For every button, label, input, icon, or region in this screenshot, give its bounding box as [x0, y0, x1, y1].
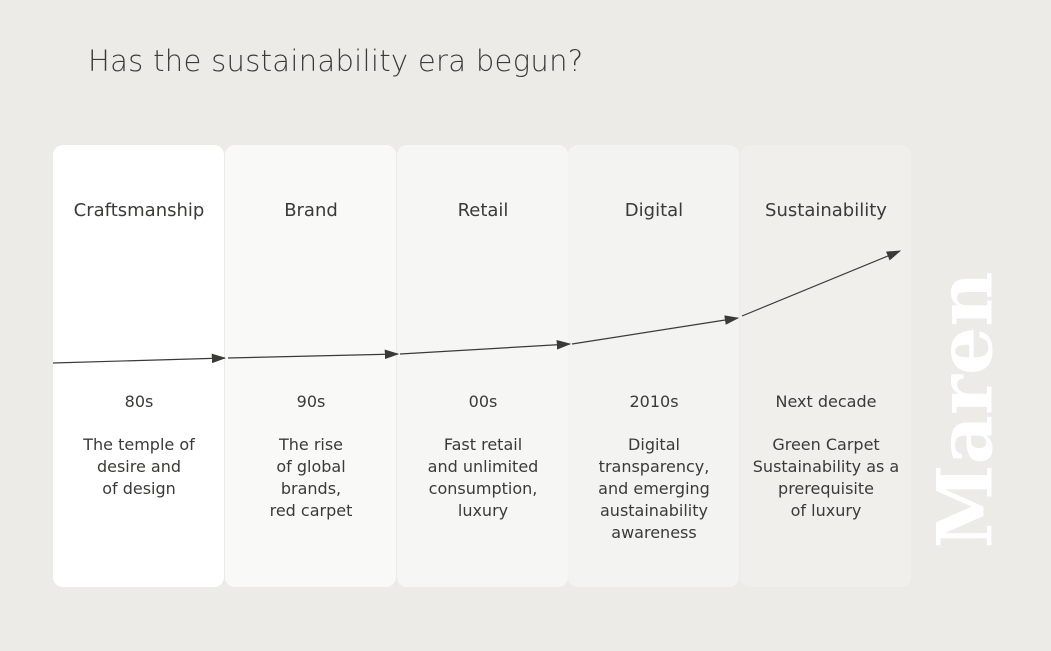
description-line: desire and [96, 457, 182, 476]
description-line: of luxury [790, 501, 862, 520]
description-line: of global [276, 457, 346, 476]
era-label: 80s [124, 392, 154, 411]
description-line: awareness [611, 523, 697, 542]
column-card [53, 145, 224, 587]
column-description: Fast retail and unlimited consumption, luxu… [397, 434, 569, 522]
description-line: consumption, [428, 479, 538, 498]
description-line: and emerging [598, 479, 710, 498]
description-line: luxury [457, 501, 509, 520]
description-line: Green Carpet [772, 435, 880, 454]
column-description: The temple of desire and of design [53, 434, 225, 500]
description-line: brands, [280, 479, 342, 498]
era-label: Next decade [775, 392, 877, 411]
brand-logo: Maren [920, 271, 1010, 549]
column-card [225, 145, 396, 587]
column-label: Retail [457, 200, 509, 221]
column-card [740, 145, 911, 587]
description-line: Fast retail [443, 435, 523, 454]
description-line: prerequisite [778, 479, 874, 498]
description-line: Sustainability as a [752, 457, 900, 476]
description-line: and unlimited [427, 457, 539, 476]
description-line: of design [102, 479, 176, 498]
column-label: Brand [284, 200, 338, 221]
era-label: 90s [296, 392, 326, 411]
column-card [397, 145, 568, 587]
column-description: The rise of global brands, red carpet [225, 434, 397, 522]
description-line: Digital [628, 435, 680, 454]
column-description: Digital transparency, and emerging austaina… [568, 434, 740, 544]
column-label: Digital [624, 200, 684, 221]
column-label: Craftsmanship [73, 200, 205, 221]
column-description: Green Carpet Sustainability as a prerequis… [740, 434, 912, 522]
description-line: The rise [278, 435, 344, 454]
description-line: The temple of [83, 435, 195, 454]
era-label: 2010s [629, 392, 679, 411]
description-line: transparency, [598, 457, 710, 476]
era-label: 00s [468, 392, 498, 411]
description-line: red carpet [269, 501, 353, 520]
description-line: austainability [600, 501, 708, 520]
title: Has the sustainability era begun? [88, 44, 584, 78]
column-label: Sustainability [765, 200, 887, 221]
column-card [568, 145, 739, 587]
